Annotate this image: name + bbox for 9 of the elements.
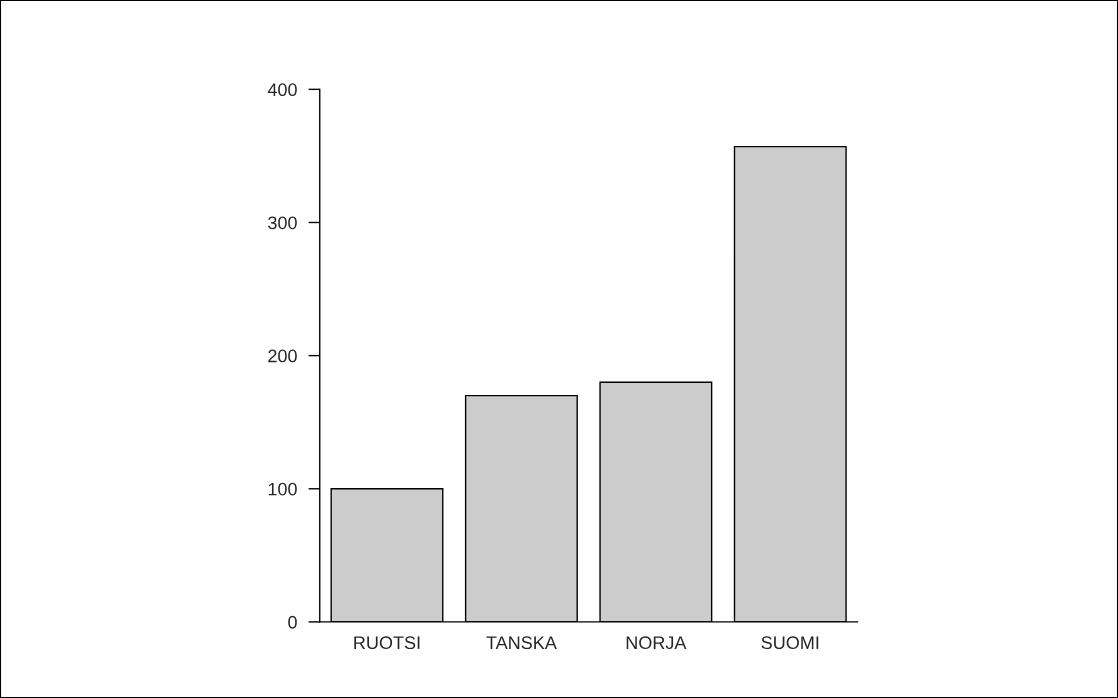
y-tick-label: 0 [288,615,297,629]
y-tick-label: 400 [267,83,297,97]
x-tick-label: TANSKA [486,636,557,650]
y-tick-label: 200 [268,349,297,363]
x-tick-label: NORJA [626,636,687,650]
y-tick-label: 100 [268,482,297,496]
y-tick-label: 300 [268,216,297,230]
x-tick-label: SUOMI [761,636,819,650]
x-tick-label: RUOTSI [354,636,420,650]
